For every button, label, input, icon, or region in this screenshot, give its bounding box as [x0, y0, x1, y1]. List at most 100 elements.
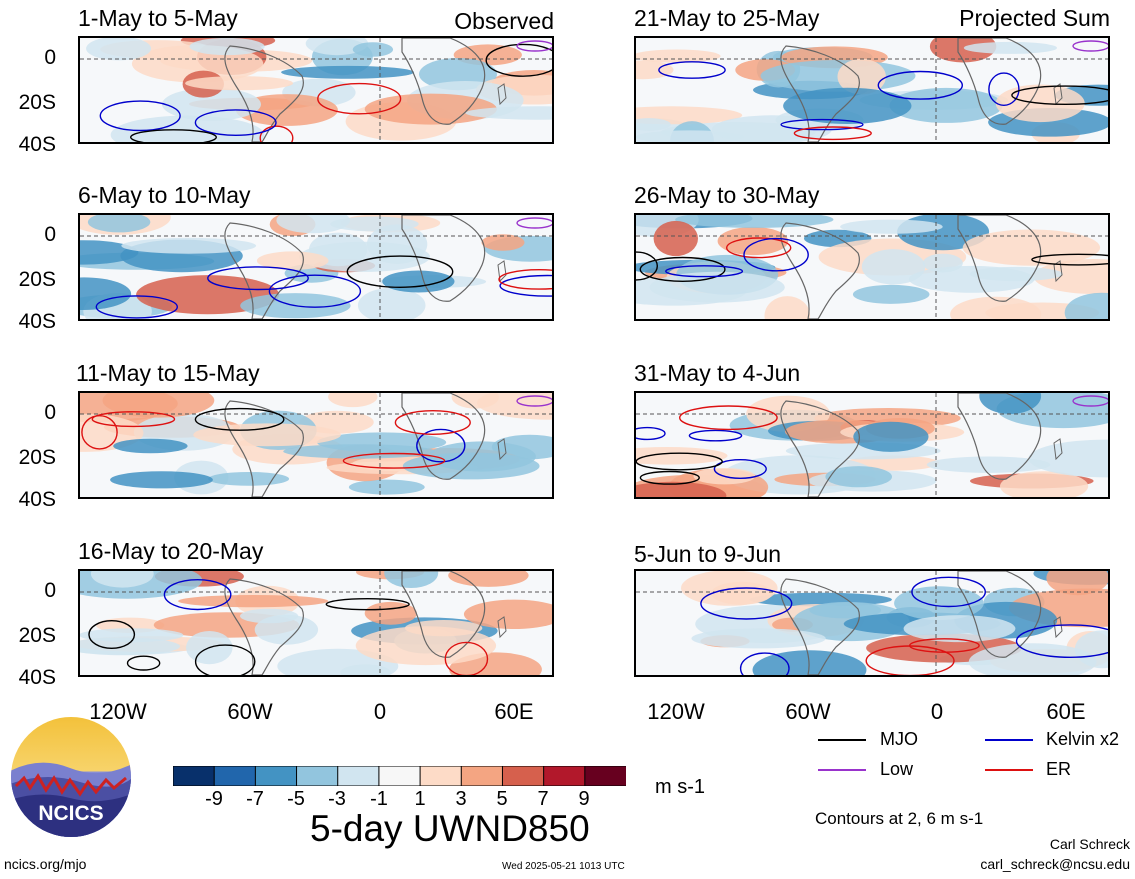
contour-line: [1031, 253, 1108, 266]
lon-label-0: 0: [930, 699, 944, 724]
contour-note: Contours at 2, 6 m s-1: [815, 809, 984, 828]
lat-label-0: 0: [44, 579, 56, 602]
contour-line: [636, 452, 723, 471]
anomaly-shade: [1064, 292, 1108, 319]
madagascar-outline: [1053, 616, 1063, 639]
contour-line: [259, 125, 294, 142]
contour-line: [713, 458, 767, 479]
lat-label-20s: 20S: [18, 446, 56, 469]
colorbar-swatch: [460, 765, 504, 787]
main-title: 5-day UWND850: [310, 808, 590, 849]
contour-line: [877, 70, 963, 100]
contour-line: [679, 405, 778, 431]
contour-line: [207, 266, 309, 291]
panel-title-8: 5-Jun to 9-Jun: [634, 541, 782, 567]
south-america-outline: [780, 578, 860, 675]
anomaly-shade: [185, 76, 294, 91]
contour-line: [194, 109, 277, 137]
anomaly-shade: [80, 277, 132, 310]
anomaly-shade: [711, 581, 773, 605]
logo-text: NCICS: [38, 802, 103, 825]
contour-line: [908, 638, 980, 653]
anomaly-shade: [121, 237, 257, 254]
anomaly-shade: [636, 481, 727, 497]
legend-er-line: [985, 769, 1033, 771]
lat-label-20s: 20S: [18, 624, 56, 647]
panel-title-5: 21-May to 25-May: [634, 5, 820, 31]
low-contour: [516, 217, 552, 229]
colorbar-swatch: [378, 765, 422, 787]
contour-line: [88, 620, 136, 650]
colorbar-swatch: [419, 765, 463, 787]
contour-line: [394, 410, 471, 436]
south-america-outline: [224, 45, 304, 142]
panel-title-7: 31-May to 4-Jun: [634, 360, 801, 386]
author-name: Carl Schreck: [1049, 836, 1130, 852]
contour-line: [639, 256, 726, 282]
anomaly-shade: [110, 471, 213, 489]
anomaly-shade: [649, 271, 785, 303]
map-panel-5: [634, 36, 1110, 144]
anomaly-shade: [636, 447, 728, 465]
anomaly-shade: [691, 628, 826, 649]
anomaly-shade: [357, 287, 426, 319]
lat-label-40s: 40S: [18, 666, 56, 689]
legend-mjo-line: [818, 739, 866, 741]
colorbar-label-m1: -1: [370, 788, 388, 810]
lon-label-60e: 60E: [494, 699, 534, 724]
contour-line: [95, 295, 178, 319]
map-panel-7: [634, 391, 1110, 499]
anomaly-shade: [80, 637, 180, 656]
anomaly-shade: [189, 38, 265, 56]
contour-line: [743, 237, 809, 272]
madagascar-outline: [1053, 438, 1063, 461]
contour-line: [317, 82, 402, 115]
contour-line: [1015, 624, 1108, 658]
legend-kelvin-line: [985, 739, 1033, 741]
anomaly-shade: [717, 226, 789, 256]
colorbar-swatch: [584, 765, 628, 787]
contour-line: [130, 129, 217, 142]
anomaly-shade: [1033, 259, 1108, 294]
lon-label-60e: 60E: [1046, 699, 1086, 724]
lat-label-40s: 40S: [18, 488, 56, 511]
anomaly-shade: [162, 87, 261, 121]
anomaly-shade: [853, 421, 929, 452]
contour-line: [700, 587, 793, 620]
anomaly-shade: [276, 215, 350, 234]
anomaly-shade: [90, 571, 154, 588]
anomaly-shade: [281, 65, 415, 79]
contour-line: [793, 126, 872, 141]
anomaly-shade: [348, 479, 425, 495]
map-panel-3: [78, 391, 554, 499]
anomaly-shade: [448, 571, 529, 587]
contour-line: [194, 407, 285, 431]
lon-label-60w: 60W: [227, 699, 273, 724]
colorbar-label-3: 3: [455, 788, 467, 810]
anomaly-shade: [653, 220, 698, 257]
lon-label-0: 0: [373, 699, 387, 724]
contour-line: [81, 414, 118, 450]
ncics-logo: NCICS: [10, 716, 132, 838]
author-email: carl_schreck@ncsu.edu: [980, 856, 1130, 872]
anomaly-shade: [861, 249, 926, 285]
lon-label-120w: 120W: [89, 699, 147, 724]
anomaly-shade: [364, 93, 497, 125]
lat-label-40s: 40S: [18, 310, 56, 333]
anomaly-shade: [963, 41, 1057, 54]
panel-title-2: 6-May to 10-May: [78, 182, 251, 208]
low-contour: [516, 395, 552, 407]
south-america-outline: [224, 578, 304, 675]
projected-sum-label: Projected Sum: [959, 5, 1110, 31]
anomaly-shade: [969, 266, 1063, 282]
south-america-outline: [224, 222, 304, 319]
contour-line: [99, 100, 181, 132]
anomaly-shade: [235, 94, 338, 126]
contour-line: [325, 598, 410, 611]
lat-label-40s: 40S: [18, 133, 56, 156]
legend-kelvin-label: Kelvin x2: [1046, 729, 1120, 749]
south-america-outline: [780, 222, 860, 319]
legend-low-line: [818, 769, 866, 771]
colorbar-label-5: 5: [496, 788, 508, 810]
colorbar-label-m9: -9: [205, 788, 223, 810]
